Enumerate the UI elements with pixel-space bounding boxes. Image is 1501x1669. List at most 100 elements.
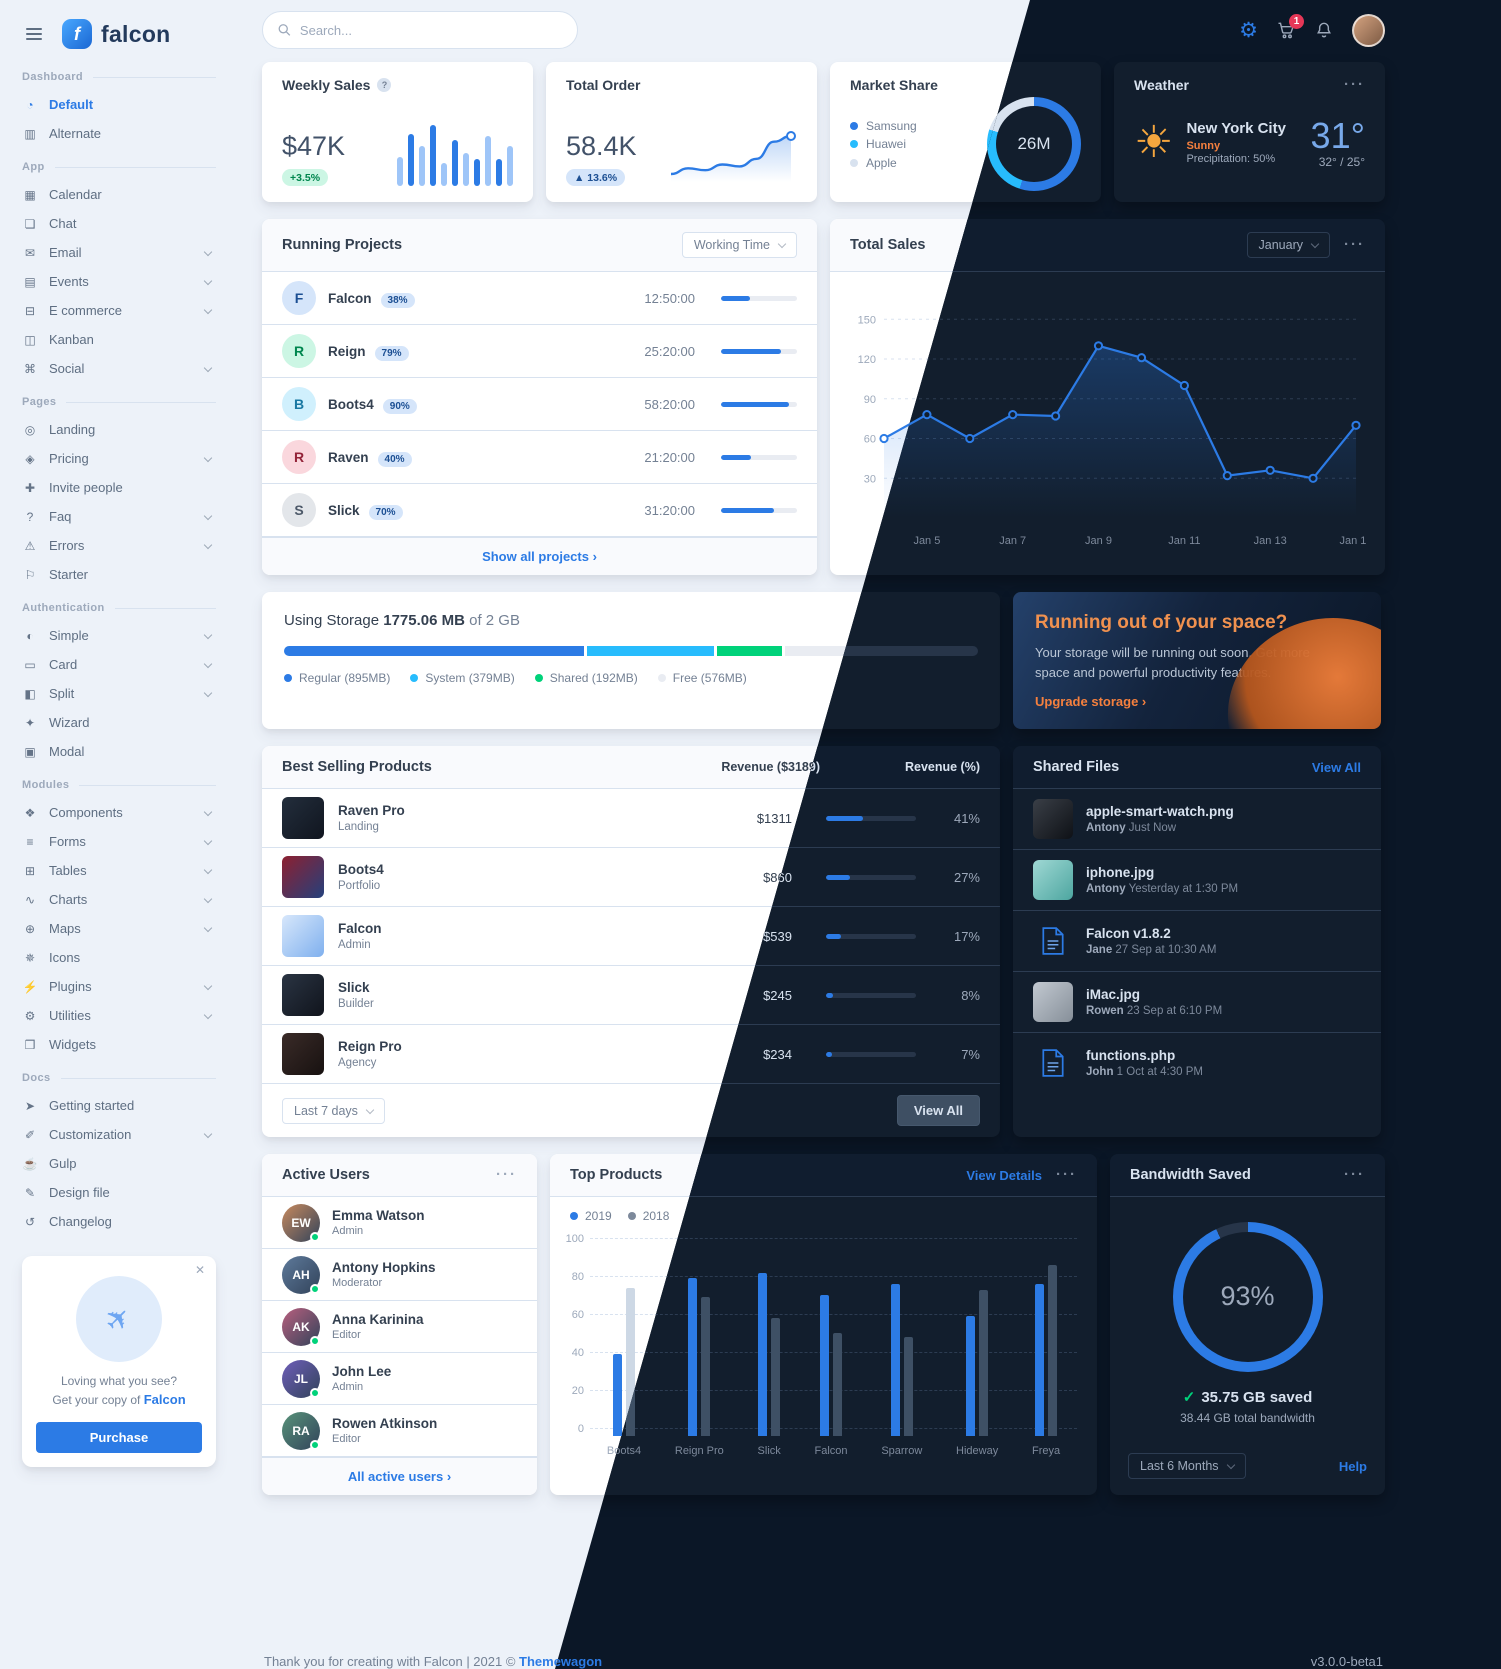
more-menu-icon[interactable]: ··· (1344, 1166, 1365, 1184)
upgrade-storage-link[interactable]: Upgrade storage › (1035, 694, 1147, 709)
more-menu-icon[interactable]: ··· (496, 1166, 517, 1184)
weather-city: New York City (1186, 120, 1286, 137)
sidebar-item-email[interactable]: ✉ Email (22, 238, 216, 267)
settings-gear-icon[interactable]: ⚙ (1239, 18, 1258, 42)
project-name[interactable]: Boots4 (328, 396, 374, 412)
chevron-down-icon (203, 363, 213, 372)
file-name[interactable]: functions.php (1086, 1048, 1176, 1063)
sidebar-item-icons[interactable]: ✵ Icons (22, 943, 216, 972)
cart-icon[interactable]: 1 (1276, 14, 1304, 40)
sidebar-item-simple[interactable]: ◐ Simple (22, 621, 216, 650)
sidebar-item-modal[interactable]: ▣ Modal (22, 737, 216, 766)
working-time-select[interactable]: Working Time (681, 232, 797, 258)
sidebar-item-e-commerce[interactable]: ⊟ E commerce (22, 296, 216, 325)
sidebar-item-landing[interactable]: ◎ Landing (22, 415, 216, 444)
sidebar-item-alternate[interactable]: ▥ Alternate (22, 119, 216, 148)
sidebar-item-card[interactable]: ▭ Card (22, 650, 216, 679)
sidebar-item-events[interactable]: ▤ Events (22, 267, 216, 296)
sidebar-item-errors[interactable]: ⚠ Errors (22, 531, 216, 560)
card-title: Weather (1134, 77, 1189, 93)
search-box[interactable] (262, 11, 578, 49)
sidebar-item-label: Pricing (49, 451, 89, 466)
sidebar-item-plugins[interactable]: ⚡ Plugins (22, 972, 216, 1001)
card-title: Total Sales (850, 237, 926, 253)
themewagon-link[interactable]: Themewagon (519, 1654, 603, 1669)
file-name[interactable]: iMac.jpg (1086, 987, 1141, 1002)
sidebar-item-invite-people[interactable]: ✚ Invite people (22, 473, 216, 502)
file-name[interactable]: Falcon v1.8.2 (1086, 926, 1171, 941)
menu-toggle-icon[interactable] (22, 24, 46, 44)
info-icon[interactable]: ? (377, 78, 392, 92)
sidebar-item-calendar[interactable]: ▦ Calendar (22, 180, 216, 209)
sidebar-item-components[interactable]: ❖ Components (22, 798, 216, 827)
months-select[interactable]: Last 6 Months (1128, 1453, 1246, 1479)
user-name[interactable]: Rowen Atkinson (332, 1416, 438, 1431)
sidebar-item-utilities[interactable]: ⚙ Utilities (22, 1001, 216, 1030)
storage-card: Using Storage 1775.06 MB of 2 GB Regular… (262, 592, 1000, 729)
sidebar-item-pricing[interactable]: ◈ Pricing (22, 444, 216, 473)
more-menu-icon[interactable]: ··· (1056, 1166, 1077, 1184)
all-active-users-link[interactable]: All active users › (347, 1469, 452, 1484)
sidebar-item-split[interactable]: ◧ Split (22, 679, 216, 708)
sidebar-item-social[interactable]: ⌘ Social (22, 354, 216, 383)
sidebar-item-design-file[interactable]: ✎ Design file (22, 1178, 216, 1207)
product-name[interactable]: Boots4 (338, 862, 384, 877)
project-name[interactable]: Raven (328, 449, 369, 465)
sidebar-item-chat[interactable]: ❏ Chat (22, 209, 216, 238)
pencil-icon: ✎ (24, 1185, 36, 1200)
user-name[interactable]: Emma Watson (332, 1208, 425, 1223)
product-revenue-percent: 41% (953, 810, 980, 826)
sidebar-item-default[interactable]: ◔ Default (22, 90, 216, 119)
project-name[interactable]: Reign (328, 343, 366, 359)
search-input[interactable] (299, 22, 562, 38)
user-name[interactable]: Antony Hopkins (332, 1260, 436, 1275)
user-avatar[interactable] (1352, 13, 1385, 47)
product-name[interactable]: Reign Pro (338, 1039, 402, 1054)
project-name[interactable]: Falcon (328, 290, 372, 306)
user-row: AK Anna Karinina Editor (262, 1301, 537, 1353)
file-name[interactable]: apple-smart-watch.png (1086, 804, 1234, 819)
sidebar-item-starter[interactable]: ⚐ Starter (22, 560, 216, 589)
legend-item[interactable]: 2018 (627, 1209, 669, 1223)
storage-legend: Regular (895MB) System (379MB) Shared (192… (284, 671, 978, 685)
promo-falcon-link[interactable]: Falcon (143, 1392, 186, 1407)
progress-bar (826, 933, 916, 939)
date-range-select[interactable]: Last 7 days (282, 1097, 385, 1124)
project-name[interactable]: Slick (328, 502, 360, 518)
view-all-files-link[interactable]: View All (1311, 759, 1361, 775)
falcon-logo[interactable]: f falcon (62, 19, 171, 49)
close-icon[interactable]: ✕ (194, 1263, 205, 1277)
sidebar-item-kanban[interactable]: ◫ Kanban (22, 325, 216, 354)
sidebar-item-gulp[interactable]: ☕ Gulp (22, 1149, 216, 1178)
sidebar-item-charts[interactable]: ∿ Charts (22, 885, 216, 914)
more-menu-icon[interactable]: ··· (1344, 76, 1365, 94)
sidebar-item-getting-started[interactable]: ➤ Getting started (22, 1091, 216, 1120)
help-link[interactable]: Help (1338, 1458, 1367, 1474)
user-name[interactable]: Anna Karinina (332, 1312, 424, 1327)
sidebar-item-widgets[interactable]: ❒ Widgets (22, 1030, 216, 1059)
month-select[interactable]: January (1246, 232, 1330, 258)
sidebar-item-label: Components (49, 805, 123, 820)
user-name[interactable]: John Lee (332, 1364, 392, 1379)
product-name[interactable]: Raven Pro (338, 803, 405, 818)
file-name[interactable]: iphone.jpg (1086, 865, 1155, 880)
more-menu-icon[interactable]: ··· (1344, 236, 1365, 254)
show-all-projects-link[interactable]: Show all projects › (482, 549, 597, 564)
purchase-button[interactable]: Purchase (36, 1421, 202, 1453)
sidebar-item-customization[interactable]: ✐ Customization (22, 1120, 216, 1149)
sidebar-item-forms[interactable]: ≡ Forms (22, 827, 216, 856)
plug-icon: ⚡ (22, 979, 38, 994)
chevron-down-icon (203, 630, 213, 639)
legend-item[interactable]: 2019 (570, 1209, 612, 1223)
sidebar-item-faq[interactable]: ? Faq (22, 502, 216, 531)
sidebar-item-maps[interactable]: ⊕ Maps (22, 914, 216, 943)
view-all-button[interactable]: View All (896, 1095, 980, 1126)
view-details-link[interactable]: View Details (966, 1167, 1042, 1183)
product-revenue-percent: 8% (961, 987, 980, 1003)
product-name[interactable]: Falcon (338, 921, 382, 936)
sidebar-item-tables[interactable]: ⊞ Tables (22, 856, 216, 885)
sidebar-item-wizard[interactable]: ✦ Wizard (22, 708, 216, 737)
sidebar-item-changelog[interactable]: ↺ Changelog (22, 1207, 216, 1236)
product-name[interactable]: Slick (338, 980, 370, 995)
bell-icon[interactable] (1314, 20, 1334, 40)
